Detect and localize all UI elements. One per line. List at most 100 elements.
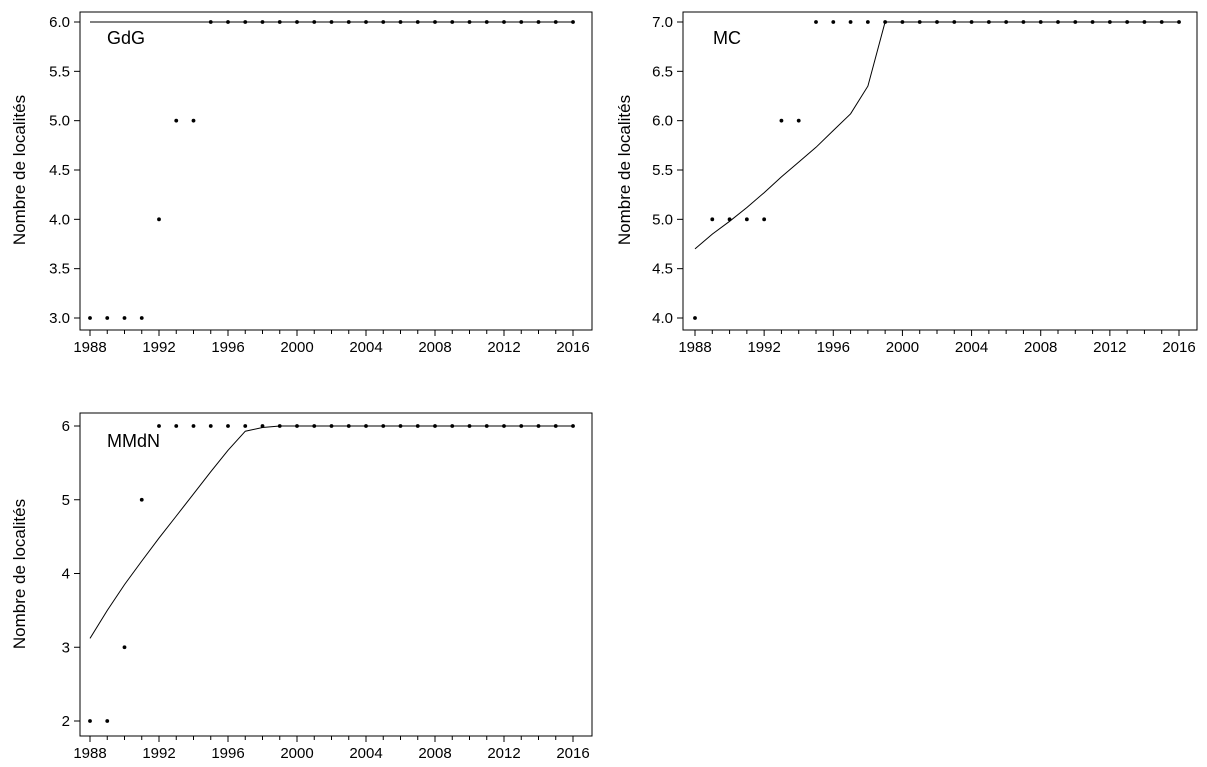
data-point — [122, 316, 127, 320]
y-tick-label: 6.5 — [652, 63, 673, 80]
data-point — [969, 20, 974, 24]
data-point — [191, 424, 196, 428]
data-point — [450, 424, 455, 428]
data-point — [88, 719, 92, 723]
y-axis-label: Nombre de localités — [615, 95, 634, 245]
data-point — [935, 20, 939, 24]
x-tick-label: 2004 — [349, 339, 382, 356]
data-point — [398, 424, 403, 428]
data-point — [312, 424, 317, 428]
x-tick-label: 1988 — [73, 745, 106, 762]
plot-frame — [682, 11, 1198, 331]
y-tick-label: 2 — [62, 713, 70, 730]
data-point — [381, 20, 386, 24]
data-point — [260, 20, 265, 24]
x-tick-label: 1996 — [817, 339, 850, 356]
data-point — [1038, 20, 1043, 24]
plot-frame — [79, 412, 593, 737]
data-point — [553, 20, 558, 24]
data-point — [191, 118, 196, 123]
y-tick-label: 4 — [62, 566, 70, 583]
data-point — [484, 424, 489, 428]
data-point — [364, 20, 368, 24]
x-tick-label: 2004 — [349, 745, 382, 762]
y-tick-label: 5.0 — [652, 211, 673, 228]
data-point — [243, 20, 248, 24]
y-tick-label: 6.0 — [49, 14, 70, 31]
y-tick-label: 4.5 — [652, 261, 673, 278]
data-point — [208, 20, 213, 24]
data-point — [329, 424, 334, 428]
data-point — [952, 20, 957, 24]
y-tick-label: 4.0 — [652, 310, 673, 327]
data-point — [433, 424, 437, 428]
y-axis-label: Nombre de localités — [10, 499, 29, 649]
panel-label: MC — [713, 28, 741, 48]
data-point — [848, 20, 853, 24]
data-point — [1125, 20, 1130, 24]
data-point — [762, 217, 767, 222]
data-point — [157, 217, 161, 222]
data-point — [917, 20, 922, 24]
data-point — [346, 424, 351, 428]
trend-line — [694, 21, 1179, 250]
data-point — [710, 217, 715, 222]
data-point — [398, 20, 403, 24]
data-point — [139, 316, 144, 320]
data-point — [105, 719, 110, 723]
data-point — [796, 118, 801, 123]
x-tick-label: 2016 — [556, 745, 589, 762]
data-point — [1090, 20, 1095, 24]
data-point — [1004, 20, 1009, 24]
data-point — [1159, 20, 1164, 24]
panel-label: MMdN — [107, 431, 160, 451]
x-tick-label: 2016 — [1162, 339, 1195, 356]
data-point — [381, 424, 386, 428]
data-point — [883, 20, 888, 24]
x-tick-label: 2000 — [280, 745, 313, 762]
x-tick-label: 1992 — [142, 339, 175, 356]
y-tick-label: 6.0 — [652, 113, 673, 130]
y-tick-label: 5 — [62, 492, 70, 509]
data-point — [519, 424, 524, 428]
data-point — [295, 20, 299, 24]
data-point — [502, 424, 506, 428]
data-point — [986, 20, 991, 24]
x-tick-label: 1988 — [73, 339, 106, 356]
y-axis-label: Nombre de localités — [10, 95, 29, 245]
data-point — [1107, 20, 1112, 24]
panel-label: GdG — [107, 28, 145, 48]
x-tick-label: 2008 — [418, 339, 451, 356]
data-point — [105, 316, 110, 320]
x-tick-label: 1996 — [211, 745, 244, 762]
data-point — [571, 20, 575, 24]
data-point — [502, 20, 506, 24]
data-point — [1177, 20, 1181, 24]
data-point — [346, 20, 351, 24]
plot-frame — [79, 11, 593, 331]
data-point — [536, 20, 541, 24]
y-tick-label: 7.0 — [652, 14, 673, 31]
y-tick-label: 5.5 — [49, 63, 70, 80]
x-tick-label: 1996 — [211, 339, 244, 356]
data-point — [467, 20, 472, 24]
panel-gdg: GdG Nombre de localités 1988 1992 1996 2000… — [10, 11, 593, 356]
y-tick-label: 4.0 — [49, 211, 70, 228]
x-tick-label: 2016 — [556, 339, 589, 356]
data-point — [295, 424, 299, 428]
data-point — [553, 424, 558, 428]
data-point — [208, 424, 213, 428]
data-point — [415, 424, 420, 428]
x-tick-label: 1992 — [747, 339, 780, 356]
x-tick-label: 1988 — [678, 339, 711, 356]
data-point — [364, 424, 368, 428]
panel-mmdn: MMdN Nombre de localités 1988 1992 1996 200… — [10, 412, 593, 762]
x-tick-label: 2008 — [418, 745, 451, 762]
data-point — [277, 20, 282, 24]
data-point — [122, 645, 127, 650]
data-point — [693, 316, 697, 320]
x-tick-label: 1992 — [142, 745, 175, 762]
y-tick-label: 3.0 — [49, 310, 70, 327]
data-point — [727, 217, 732, 222]
